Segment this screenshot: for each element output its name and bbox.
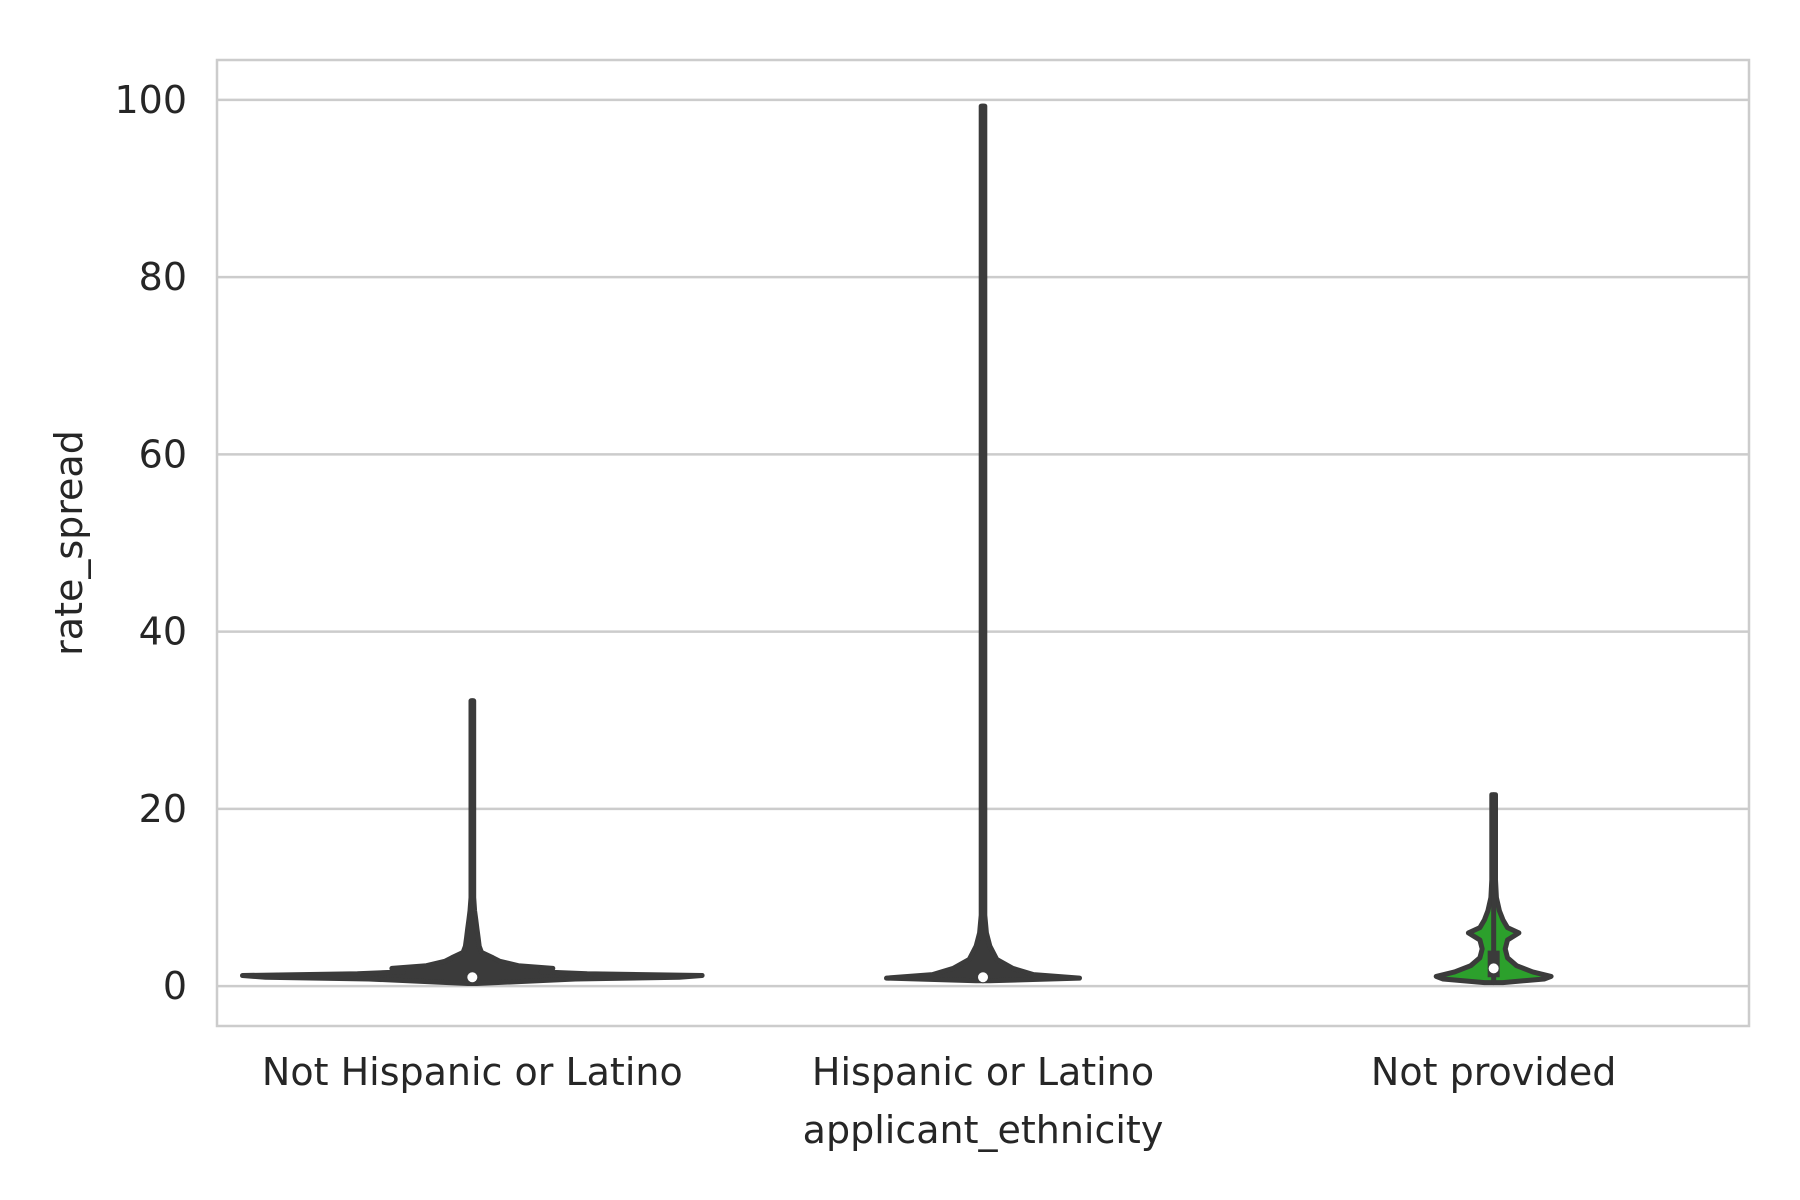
violin-not-hispanic-or-latino <box>240 698 705 986</box>
x-tick-labels: Not Hispanic or Latino Hispanic or Latino… <box>262 1050 1616 1094</box>
median-marker-not-hispanic-or-latino <box>467 972 478 983</box>
median-marker-not-provided <box>1488 963 1499 974</box>
x-tick-label-hispanic-or-latino: Hispanic or Latino <box>812 1050 1154 1094</box>
x-axis-label: applicant_ethnicity <box>803 1108 1164 1152</box>
x-tick-label-not-provided: Not provided <box>1371 1050 1616 1094</box>
violin-hispanic-or-latino <box>884 103 1082 984</box>
y-axis-label: rate_spread <box>47 430 91 656</box>
median-marker-hispanic-or-latino <box>978 972 988 983</box>
y-tick-label-60: 60 <box>139 432 187 476</box>
y-tick-label-20: 20 <box>139 787 187 831</box>
y-tick-label-100: 100 <box>114 78 187 122</box>
y-tick-label-40: 40 <box>139 610 187 654</box>
plot-frame <box>215 58 1751 1028</box>
violins <box>240 103 1554 986</box>
x-tick-label-not-hispanic-or-latino: Not Hispanic or Latino <box>262 1050 683 1094</box>
y-tick-label-80: 80 <box>139 255 187 299</box>
y-tick-labels: 0 20 40 60 80 100 <box>114 78 187 1008</box>
violin-not-provided <box>1433 792 1554 986</box>
y-tick-label-0: 0 <box>163 964 187 1008</box>
